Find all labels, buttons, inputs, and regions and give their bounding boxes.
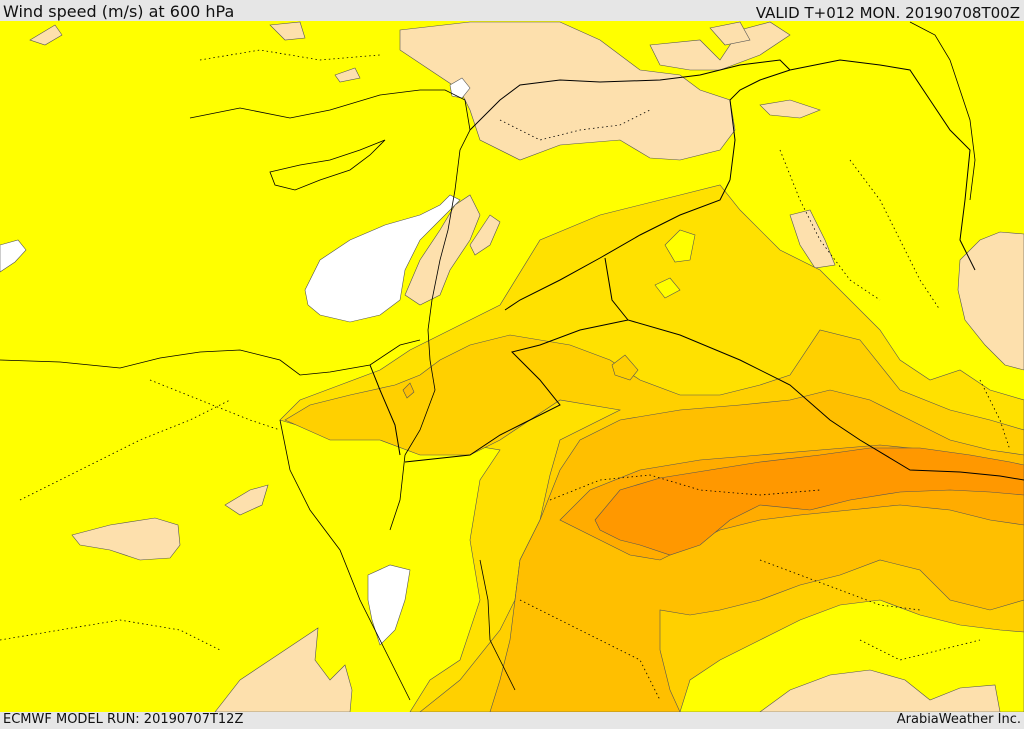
turkey-calm-region [449, 77, 471, 99]
turkey-admin-1 [499, 109, 651, 141]
jordan-saudi-border [404, 319, 629, 463]
saudi-admin-3 [759, 559, 921, 611]
egypt-north-coast [0, 339, 421, 376]
header-bar: Wind speed (m/s) at 600 hPa VALID T+012 … [0, 0, 1024, 22]
turkey-syria-border [469, 59, 791, 131]
southwest-tan-region [214, 627, 353, 712]
saudi-admin-2 [519, 599, 661, 701]
aegean-tan-1 [29, 24, 63, 46]
wind-speed-map [0, 21, 1024, 712]
northeast-tan-2 [789, 209, 836, 269]
iran-tan-region [957, 231, 1024, 371]
caspian-coast [909, 21, 976, 201]
levant-coast [427, 189, 456, 361]
west-calm-region [0, 239, 27, 273]
caucasus-tan-region [649, 21, 791, 71]
iraq-east-border [729, 69, 791, 181]
red-sea-west-coast [279, 419, 411, 701]
sinai-gulf-coast [389, 454, 406, 531]
country-borders [369, 59, 1024, 481]
model-run-label: ECMWF MODEL RUN: 20190707T12Z [3, 712, 244, 727]
turkey-admin-2 [199, 49, 381, 61]
egypt-admin-1 [19, 399, 231, 501]
sinai-calm-region [367, 564, 411, 646]
credit-label: ArabiaWeather Inc. [896, 712, 1021, 727]
sinai-tan-region [224, 484, 269, 516]
calm-wind-regions [0, 77, 471, 646]
iraq-saudi-border [604, 257, 1024, 481]
iran-iraq-border [789, 59, 976, 271]
sudan-admin [0, 619, 221, 651]
iran-admin-2 [979, 379, 1011, 451]
red-sea-east-coast [479, 559, 516, 691]
aegean-tan-2 [334, 67, 361, 83]
turkey-south-coast [189, 89, 471, 191]
iran-admin-1 [849, 159, 941, 311]
aqaba-coast [404, 359, 436, 456]
syria-iraq-border [504, 179, 731, 311]
egypt-tan-region [71, 517, 181, 561]
east-tan-region [759, 99, 821, 119]
gold-spot-2 [654, 277, 681, 299]
cyprus [269, 139, 386, 191]
south-yellow-region [679, 599, 1024, 712]
footer-bar: ECMWF MODEL RUN: 20190707T12Z ArabiaWeat… [0, 712, 1024, 729]
coastlines [0, 21, 976, 701]
amber-spot-1 [611, 354, 639, 381]
admin-boundaries [0, 49, 1011, 701]
south-arabia-contours [679, 599, 1024, 712]
dark-orange-band [594, 447, 1024, 556]
lebanon-tan-region [469, 214, 501, 256]
black-sea-tan [269, 21, 306, 41]
valid-time: VALID T+012 MON. 20190708T00Z [755, 4, 1020, 22]
map-title: Wind speed (m/s) at 600 hPa [3, 2, 235, 21]
gold-spot-1 [664, 229, 696, 263]
northeast-tan-1 [709, 21, 751, 46]
sinai-egypt-border [369, 364, 401, 456]
moderate-wind-contours [279, 184, 1024, 712]
south-tan-region [759, 669, 1001, 712]
med-calm-region [304, 194, 461, 323]
amber-spot-2 [402, 382, 415, 399]
